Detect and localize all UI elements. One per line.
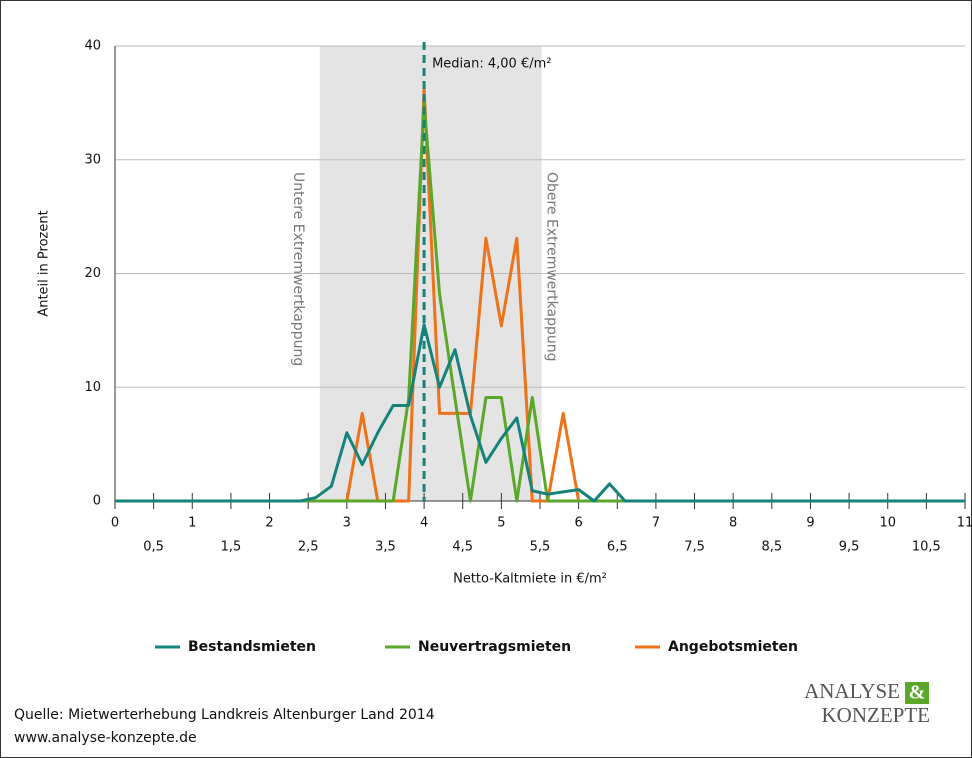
y-tick-label: 0 bbox=[93, 494, 101, 509]
x-tick-label: 1 bbox=[188, 516, 196, 531]
y-tick-label: 30 bbox=[84, 152, 101, 167]
x-tick-label: 1,5 bbox=[221, 540, 242, 555]
x-tick-label: 6 bbox=[574, 516, 582, 531]
series-line bbox=[115, 101, 965, 503]
source: www.analyse-konzepte.de bbox=[14, 730, 197, 746]
legend-label: Angebotsmieten bbox=[668, 639, 798, 655]
x-tick-label: 0 bbox=[111, 516, 119, 531]
legend-label: Neuvertragsmieten bbox=[418, 639, 571, 655]
x-tick-label: 7,5 bbox=[684, 540, 705, 555]
x-tick-label: 3,5 bbox=[375, 540, 396, 555]
legend-label: Bestandsmieten bbox=[188, 639, 316, 655]
band-label: Obere Extremwertkappung bbox=[544, 172, 560, 362]
logo-box bbox=[905, 682, 929, 704]
x-tick-label: 2 bbox=[265, 516, 273, 531]
x-tick-label: 8 bbox=[729, 516, 737, 531]
x-tick-label: 2,5 bbox=[298, 540, 319, 555]
series-line bbox=[115, 323, 965, 503]
source: Quelle: Mietwerterhebung Landkreis Alten… bbox=[14, 707, 435, 723]
x-tick-label: 3 bbox=[343, 516, 351, 531]
logo: KONZEPTE bbox=[822, 703, 931, 727]
logo: & bbox=[909, 682, 926, 704]
x-tick-label: 0,5 bbox=[143, 540, 164, 555]
y-tick-label: 20 bbox=[84, 266, 101, 281]
x-tick-label: 7 bbox=[652, 516, 660, 531]
x-tick-label: 9,5 bbox=[839, 540, 860, 555]
x-tick-label: 5 bbox=[497, 516, 505, 531]
x-tick-label: 6,5 bbox=[607, 540, 628, 555]
x-tick-label: 8,5 bbox=[761, 540, 782, 555]
x-tick-label: 5,5 bbox=[530, 540, 551, 555]
x-tick-label: 11 bbox=[957, 516, 972, 531]
x-tick-label: 10 bbox=[879, 516, 896, 531]
logo: ANALYSE bbox=[804, 679, 900, 703]
x-tick-label: 9 bbox=[806, 516, 814, 531]
x-tick-label: 4,5 bbox=[452, 540, 473, 555]
band-label: Untere Extremwertkappung bbox=[290, 172, 306, 366]
y-axis-label: Anteil in Prozent bbox=[37, 210, 52, 316]
y-tick-label: 40 bbox=[84, 39, 101, 54]
y-tick-label: 10 bbox=[84, 380, 101, 395]
x-axis-label: Netto-Kaltmiete in €/m² bbox=[453, 572, 607, 587]
x-tick-label: 10,5 bbox=[912, 540, 941, 555]
x-tick-label: 4 bbox=[420, 516, 428, 531]
median-label: Median: 4,00 €/m² bbox=[432, 57, 551, 72]
